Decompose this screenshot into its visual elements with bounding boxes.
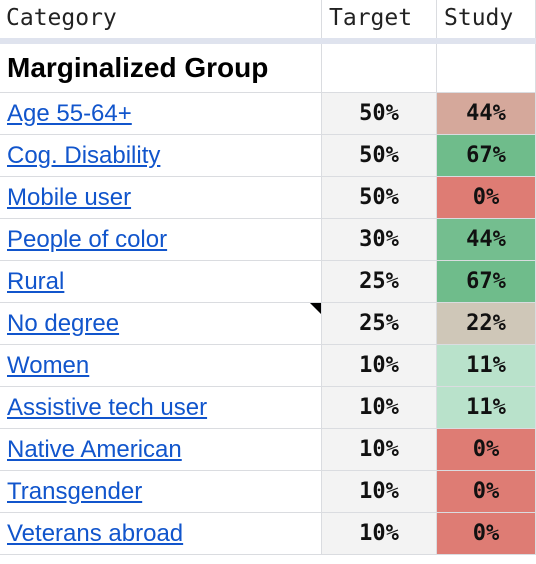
study-cell[interactable]: 11% [437, 345, 536, 386]
section-row: Marginalized Group [0, 44, 536, 93]
category-cell[interactable]: Rural [0, 261, 322, 302]
study-cell[interactable]: 44% [437, 219, 536, 260]
header-row: Category Target Study [0, 0, 536, 44]
table-row: Assistive tech user 10% 11% [0, 387, 536, 429]
category-cell[interactable]: Mobile user [0, 177, 322, 218]
category-cell[interactable]: Women [0, 345, 322, 386]
category-cell[interactable]: Veterans abroad [0, 513, 322, 554]
study-cell[interactable]: 22% [437, 303, 536, 344]
study-cell[interactable]: 67% [437, 261, 536, 302]
category-cell[interactable]: Assistive tech user [0, 387, 322, 428]
category-link[interactable]: Assistive tech user [7, 393, 208, 421]
study-cell[interactable]: 11% [437, 387, 536, 428]
header-study[interactable]: Study [437, 0, 536, 38]
table-row: Women 10% 11% [0, 345, 536, 387]
target-cell[interactable]: 50% [322, 177, 437, 218]
category-link[interactable]: Veterans abroad [7, 519, 184, 547]
study-cell[interactable]: 0% [437, 513, 536, 554]
target-cell[interactable]: 10% [322, 471, 437, 512]
target-cell[interactable]: 50% [322, 93, 437, 134]
category-cell[interactable]: Transgender [0, 471, 322, 512]
category-link[interactable]: Transgender [7, 477, 143, 505]
table-row: Transgender 10% 0% [0, 471, 536, 513]
target-cell[interactable]: 10% [322, 345, 437, 386]
target-cell[interactable]: 25% [322, 261, 437, 302]
study-cell[interactable]: 0% [437, 429, 536, 470]
category-link[interactable]: Cog. Disability [7, 141, 161, 169]
category-link[interactable]: Women [7, 351, 90, 379]
table-row: Rural 25% 67% [0, 261, 536, 303]
target-cell[interactable]: 10% [322, 513, 437, 554]
category-link[interactable]: Mobile user [7, 183, 132, 211]
target-cell[interactable]: 50% [322, 135, 437, 176]
target-cell[interactable]: 10% [322, 429, 437, 470]
table-row: Mobile user 50% 0% [0, 177, 536, 219]
study-cell[interactable]: 44% [437, 93, 536, 134]
target-cell[interactable]: 25% [322, 303, 437, 344]
table-row: Native American 10% 0% [0, 429, 536, 471]
category-cell[interactable]: People of color [0, 219, 322, 260]
target-cell[interactable]: 10% [322, 387, 437, 428]
section-empty-cell[interactable] [437, 44, 536, 92]
table-row: No degree 25% 22% [0, 303, 536, 345]
study-cell[interactable]: 67% [437, 135, 536, 176]
header-category[interactable]: Category [0, 0, 322, 38]
category-link[interactable]: Rural [7, 267, 65, 295]
category-link[interactable]: Native American [7, 435, 182, 463]
table-row: Cog. Disability 50% 67% [0, 135, 536, 177]
category-cell[interactable]: No degree [0, 303, 322, 344]
study-cell[interactable]: 0% [437, 471, 536, 512]
comment-marker-icon[interactable] [310, 303, 321, 314]
category-cell[interactable]: Native American [0, 429, 322, 470]
category-link[interactable]: No degree [7, 309, 120, 337]
category-link[interactable]: People of color [7, 225, 168, 253]
category-cell[interactable]: Age 55-64+ [0, 93, 322, 134]
category-link[interactable]: Age 55-64+ [7, 99, 132, 127]
header-target[interactable]: Target [322, 0, 437, 38]
data-rows: Age 55-64+ 50% 44% Cog. Disability 50% 67% Mob… [0, 93, 536, 555]
table-row: Veterans abroad 10% 0% [0, 513, 536, 555]
category-cell[interactable]: Cog. Disability [0, 135, 322, 176]
table-row: People of color 30% 44% [0, 219, 536, 261]
section-empty-cell[interactable] [322, 44, 437, 92]
study-cell[interactable]: 0% [437, 177, 536, 218]
table-row: Age 55-64+ 50% 44% [0, 93, 536, 135]
target-cell[interactable]: 30% [322, 219, 437, 260]
section-title[interactable]: Marginalized Group [0, 44, 322, 92]
